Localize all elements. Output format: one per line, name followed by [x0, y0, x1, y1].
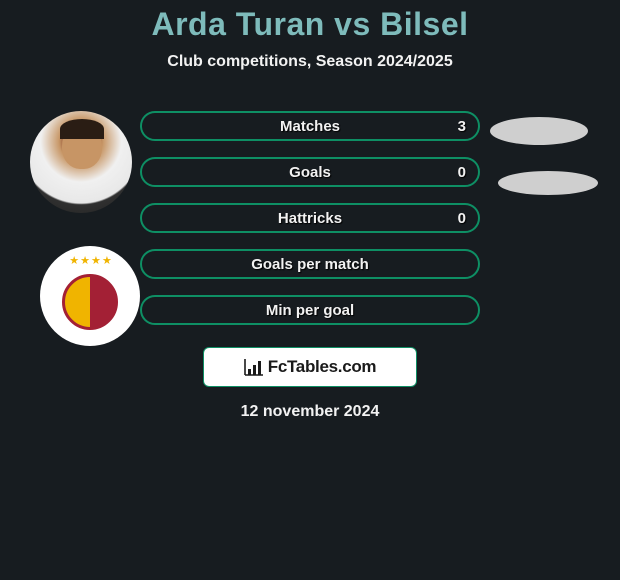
player2-club-badge: ★ ★ ★ ★: [40, 246, 140, 346]
stat-value: 3: [458, 118, 466, 135]
club-stars-icon: ★ ★ ★ ★: [69, 254, 111, 267]
player2-pill-icon: [490, 117, 588, 145]
stat-bar-matches: Matches 3: [140, 111, 480, 141]
right-column: [480, 111, 600, 325]
club-crest-icon: [62, 274, 118, 330]
stat-bar-goals-per-match: Goals per match: [140, 249, 480, 279]
stats-column: Matches 3 Goals 0 Hattricks 0 Goals per …: [140, 111, 480, 325]
stat-value: 0: [458, 210, 466, 227]
player1-photo: [30, 111, 132, 213]
update-date: 12 november 2024: [241, 403, 380, 421]
player2-pill-icon: [498, 171, 598, 195]
stat-label: Matches: [280, 118, 340, 135]
stat-label: Goals per match: [251, 256, 369, 273]
bar-chart-icon: [244, 358, 264, 376]
stat-value: 0: [458, 164, 466, 181]
season-subtitle: Club competitions, Season 2024/2025: [167, 53, 452, 71]
comparison-content: ★ ★ ★ ★ Matches 3 Goals 0 Hattricks 0 Go…: [0, 111, 620, 325]
footer: FcTables.com 12 november 2024: [203, 347, 417, 421]
stat-bar-min-per-goal: Min per goal: [140, 295, 480, 325]
stat-label: Min per goal: [266, 302, 354, 319]
stat-bar-hattricks: Hattricks 0: [140, 203, 480, 233]
brand-text: FcTables.com: [268, 357, 377, 377]
left-column: ★ ★ ★ ★: [20, 111, 140, 325]
stat-bar-goals: Goals 0: [140, 157, 480, 187]
brand-logo: FcTables.com: [203, 347, 417, 387]
stat-label: Hattricks: [278, 210, 342, 227]
stat-label: Goals: [289, 164, 331, 181]
page-title: Arda Turan vs Bilsel: [151, 6, 468, 43]
